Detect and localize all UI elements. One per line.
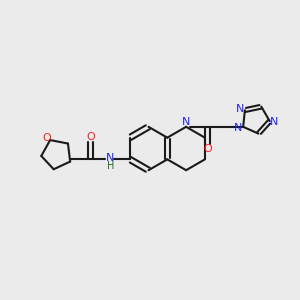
Text: O: O bbox=[42, 133, 51, 143]
Text: N: N bbox=[182, 117, 190, 128]
Text: N: N bbox=[106, 154, 115, 164]
Text: H: H bbox=[107, 161, 114, 171]
Text: N: N bbox=[236, 104, 244, 114]
Text: N: N bbox=[234, 123, 243, 133]
Text: O: O bbox=[86, 132, 95, 142]
Text: N: N bbox=[270, 117, 279, 127]
Text: O: O bbox=[203, 144, 212, 154]
